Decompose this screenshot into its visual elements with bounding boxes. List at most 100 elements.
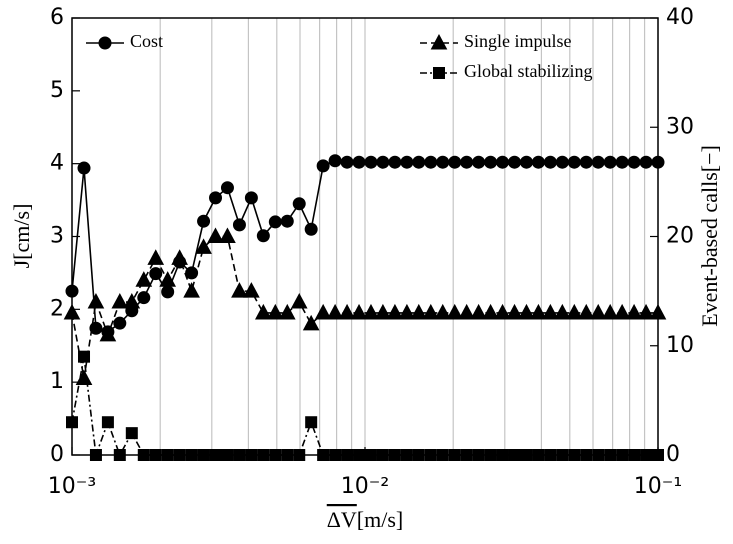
marker [589,303,607,320]
marker [113,316,127,330]
legend-label: Single impulse [464,31,572,51]
marker [518,303,535,320]
marker [494,303,511,320]
marker [207,227,224,243]
y2-tick-label: 10 [666,333,694,358]
marker [257,449,270,461]
marker [376,155,390,169]
marker [556,449,569,461]
marker [436,449,449,461]
marker [233,449,246,461]
marker [579,155,593,169]
x-axis-label: ΔV[m/s] [327,507,404,532]
marker [565,303,583,320]
marker [362,303,380,320]
marker [292,197,306,211]
legend-marker [98,36,112,50]
marker [173,449,186,461]
marker [530,303,547,320]
marker [424,155,438,169]
marker [520,449,533,461]
marker [484,449,497,461]
legend-marker [433,67,445,79]
marker [219,227,236,243]
marker [350,303,368,320]
marker [603,155,617,169]
marker [364,449,377,461]
marker [113,449,126,461]
marker [615,155,629,169]
marker [87,292,105,309]
marker [137,449,150,461]
marker [352,155,366,169]
x-label-unit: [m/s] [357,507,403,532]
marker [78,350,91,363]
marker [400,155,414,169]
marker [388,449,401,461]
y2-tick-label: 20 [666,224,694,249]
marker [446,303,464,320]
marker [266,303,284,320]
marker [159,271,177,287]
marker [89,321,103,335]
x-label-symbol: ΔV [327,507,357,532]
marker [328,154,342,168]
marker [568,449,581,461]
marker [221,449,234,461]
marker [374,303,392,320]
marker [448,449,461,461]
marker [532,449,545,461]
marker [338,303,356,320]
marker [314,303,332,320]
marker [137,291,151,305]
marker [625,303,643,320]
marker [604,449,617,461]
marker [161,449,174,461]
marker [63,303,81,320]
marker [637,303,655,320]
marker [553,303,571,320]
marker [496,449,509,461]
marker [601,303,619,320]
marker [245,449,258,461]
marker [280,214,294,228]
marker [161,285,175,299]
marker [386,303,404,320]
marker [171,249,188,265]
marker [326,303,344,320]
marker [591,155,605,169]
marker [592,449,605,461]
marker [147,249,165,265]
y-tick-label: 0 [50,442,64,467]
y2-tick-label: 40 [666,5,694,30]
marker [388,155,402,169]
marker [278,303,296,320]
marker [290,292,308,309]
marker [434,303,452,320]
marker [482,303,499,320]
marker [101,416,114,429]
y-axis-label: J[cm/s] [9,204,34,269]
marker [66,416,78,429]
marker [555,155,569,169]
marker [460,155,474,169]
marker [460,449,473,461]
marker [376,449,389,461]
marker [316,159,330,173]
marker [209,191,223,205]
marker [256,229,270,243]
marker [305,416,318,429]
marker [508,155,522,169]
marker [470,303,487,320]
marker [639,155,653,169]
marker [89,449,102,461]
marker [243,282,260,298]
marker [195,238,212,254]
marker [613,303,631,320]
marker [185,449,198,461]
y-tick-label: 5 [50,78,64,103]
marker [424,449,437,461]
marker [398,303,416,320]
marker [329,449,342,461]
y2-axis-label: Event-based calls[−] [697,145,722,327]
